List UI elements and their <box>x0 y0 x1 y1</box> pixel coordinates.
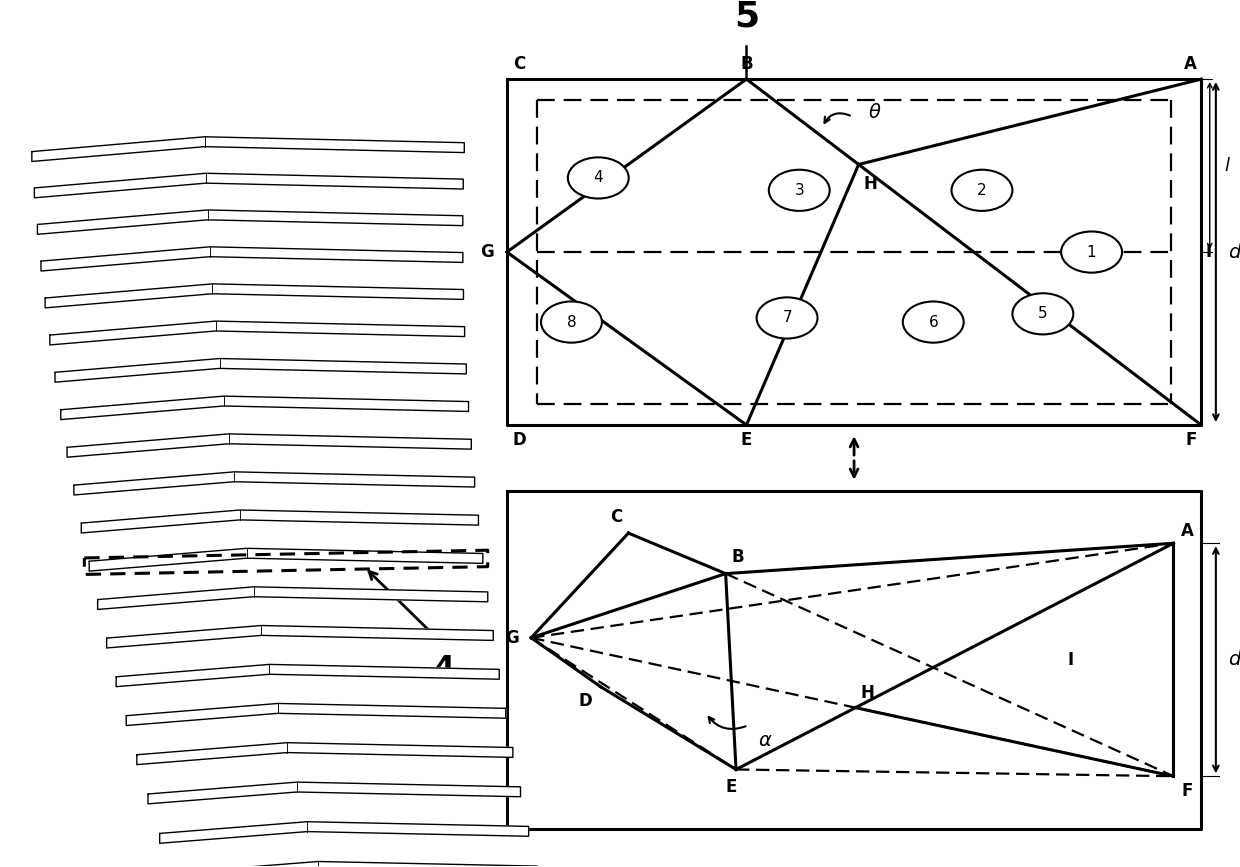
Text: 7: 7 <box>782 310 792 325</box>
Text: d: d <box>1228 243 1240 262</box>
Text: F: F <box>1182 781 1193 799</box>
Polygon shape <box>126 703 506 726</box>
Polygon shape <box>35 173 464 198</box>
Text: 3: 3 <box>795 183 804 198</box>
Polygon shape <box>50 321 465 345</box>
Text: 5: 5 <box>1038 306 1048 322</box>
Text: G: G <box>505 629 518 647</box>
Text: H: H <box>863 175 877 193</box>
Polygon shape <box>148 782 521 804</box>
Text: D: D <box>513 432 527 449</box>
Polygon shape <box>82 510 479 533</box>
Polygon shape <box>74 472 475 495</box>
Text: E: E <box>740 432 753 449</box>
Polygon shape <box>89 548 482 571</box>
Text: B: B <box>732 548 744 566</box>
Polygon shape <box>107 625 494 648</box>
Text: $\alpha$: $\alpha$ <box>758 731 773 750</box>
Circle shape <box>769 170 830 211</box>
Polygon shape <box>136 743 513 765</box>
Polygon shape <box>55 359 466 382</box>
Circle shape <box>1012 293 1074 335</box>
Text: E: E <box>725 778 737 796</box>
Circle shape <box>541 302 601 342</box>
Polygon shape <box>172 862 537 867</box>
Text: 8: 8 <box>567 315 577 329</box>
Text: $\theta$: $\theta$ <box>868 102 882 121</box>
Polygon shape <box>45 284 464 308</box>
Text: l: l <box>1224 157 1229 174</box>
Text: D: D <box>579 692 593 710</box>
Circle shape <box>903 302 963 342</box>
Polygon shape <box>117 664 500 687</box>
Text: 6: 6 <box>929 315 939 329</box>
Polygon shape <box>61 396 469 420</box>
Polygon shape <box>67 434 471 457</box>
Text: 4: 4 <box>433 654 455 682</box>
Text: A: A <box>1184 55 1197 73</box>
Polygon shape <box>41 247 463 271</box>
Text: C: C <box>513 55 526 73</box>
Text: H: H <box>861 684 874 702</box>
Text: A: A <box>1182 522 1194 540</box>
Text: I: I <box>1207 243 1213 261</box>
Circle shape <box>568 158 629 199</box>
Circle shape <box>756 297 817 338</box>
Text: 5: 5 <box>734 0 759 34</box>
Polygon shape <box>160 822 528 844</box>
Text: G: G <box>480 243 495 261</box>
Text: C: C <box>610 507 622 525</box>
Text: B: B <box>740 55 753 73</box>
Text: d: d <box>1228 650 1240 669</box>
Circle shape <box>951 170 1012 211</box>
Text: 2: 2 <box>977 183 987 198</box>
Polygon shape <box>32 137 464 161</box>
Polygon shape <box>98 587 487 610</box>
Text: I: I <box>1068 651 1074 668</box>
Polygon shape <box>37 210 463 234</box>
Text: F: F <box>1185 432 1197 449</box>
Text: 1: 1 <box>1086 244 1096 259</box>
Text: 4: 4 <box>594 171 603 186</box>
Circle shape <box>1061 231 1122 272</box>
